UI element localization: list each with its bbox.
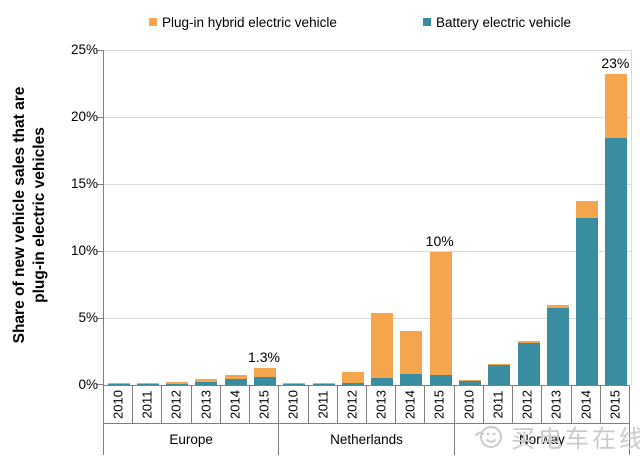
- bar-phev-netherlands-2011: [312, 382, 335, 384]
- bar-phev-europe-2015: [254, 367, 277, 377]
- bar-phev-europe-2013: [195, 378, 218, 382]
- bar-phev-netherlands-2015: [429, 252, 452, 375]
- bar-bev-netherlands-2013: [371, 377, 394, 385]
- year-label-norway-2011: 2011: [482, 386, 512, 423]
- year-group-norway: 2010 2011 2012 2013 2014 2015: [453, 386, 630, 423]
- y-axis-title: Share of new vehicle sales that are plug…: [10, 35, 54, 395]
- year-label-europe-2013: 2013: [190, 386, 220, 423]
- bar-bev-norway-2012: [517, 343, 540, 385]
- bar-phev-europe-2010: [107, 383, 130, 384]
- year-label-netherlands-2013: 2013: [365, 386, 395, 423]
- bar-phev-norway-2011: [488, 363, 511, 365]
- y-tick-label-5%: 5%: [78, 310, 98, 325]
- year-group-netherlands: 2010 2011 2012 2013 2014 2015: [278, 386, 453, 423]
- legend-item-phev: Plug-in hybrid electric vehicle: [149, 15, 337, 30]
- year-label-europe-2014: 2014: [219, 386, 249, 423]
- year-label-netherlands-2012: 2012: [336, 386, 366, 423]
- bar-bev-europe-2015: [254, 376, 277, 385]
- group-label-europe: Europe: [103, 424, 278, 455]
- legend-label-phev: Plug-in hybrid electric vehicle: [162, 15, 337, 30]
- bar-bev-norway-2014: [576, 217, 599, 385]
- bar-bev-europe-2010: [107, 384, 130, 385]
- year-label-norway-2012: 2012: [512, 386, 541, 423]
- y-tick-label-25%: 25%: [70, 42, 98, 57]
- data-label-norway-2015: 23%: [601, 55, 630, 72]
- y-axis-title-line2: plug-in electric vehicles: [31, 127, 49, 303]
- gridline-15%: [104, 184, 631, 185]
- bar-phev-europe-2014: [224, 374, 247, 379]
- year-label-norway-2015: 2015: [599, 386, 629, 423]
- bar-bev-netherlands-2011: [312, 384, 335, 385]
- y-tick-label-10%: 10%: [70, 243, 98, 258]
- y-tick-label-20%: 20%: [70, 109, 98, 124]
- bev-swatch-icon: [423, 17, 431, 26]
- y-tick-20%: [97, 117, 104, 118]
- bar-bev-norway-2013: [546, 307, 569, 385]
- bar-phev-europe-2011: [136, 383, 159, 384]
- gridline-10%: [104, 251, 631, 252]
- y-axis-title-line1: Share of new vehicle sales that are: [11, 86, 28, 344]
- bar-bev-norway-2011: [488, 364, 511, 385]
- bar-phev-netherlands-2013: [371, 312, 394, 378]
- bar-phev-netherlands-2010: [283, 383, 306, 384]
- y-tick-label-15%: 15%: [70, 176, 98, 191]
- bar-bev-norway-2010: [458, 380, 481, 385]
- bar-phev-europe-2012: [166, 382, 189, 384]
- gridline-5%: [104, 318, 631, 319]
- year-group-europe: 2010 2011 2012 2013 2014 2015: [103, 386, 278, 423]
- bar-phev-netherlands-2012: [341, 372, 364, 383]
- y-tick-5%: [97, 318, 104, 319]
- y-tick-label-0%: 0%: [78, 377, 98, 392]
- y-tick-15%: [97, 184, 104, 185]
- data-label-europe-2015: 1.3%: [248, 348, 280, 365]
- bar-phev-norway-2010: [458, 379, 481, 381]
- bar-bev-europe-2014: [224, 378, 247, 385]
- bar-bev-europe-2012: [166, 383, 189, 385]
- bar-bev-europe-2013: [195, 381, 218, 385]
- x-axis-year-row: 2010 2011 2012 2013 2014 2015 2010 2011 2012 2013…: [103, 385, 630, 424]
- y-tick-25%: [97, 50, 104, 51]
- bar-phev-norway-2014: [576, 201, 599, 218]
- bar-bev-netherlands-2015: [429, 374, 452, 385]
- bar-bev-netherlands-2010: [283, 384, 306, 385]
- year-label-europe-2012: 2012: [161, 386, 190, 423]
- group-label-norway: Norway: [453, 424, 630, 455]
- y-tick-0%: [97, 384, 104, 385]
- bar-bev-europe-2011: [136, 384, 159, 385]
- bar-bev-netherlands-2014: [400, 374, 423, 385]
- year-label-netherlands-2011: 2011: [307, 386, 337, 423]
- year-label-norway-2013: 2013: [541, 386, 570, 423]
- year-label-netherlands-2014: 2014: [395, 386, 424, 423]
- x-axis-group-row: Europe Netherlands Norway: [103, 424, 630, 455]
- bar-bev-norway-2015: [605, 138, 628, 385]
- legend-label-bev: Battery electric vehicle: [436, 15, 572, 30]
- gridline-20%: [104, 117, 631, 118]
- gridline-25%: [104, 50, 631, 51]
- data-label-netherlands-2015: 10%: [425, 233, 454, 250]
- year-label-norway-2014: 2014: [570, 386, 600, 423]
- year-label-netherlands-2015: 2015: [424, 386, 453, 423]
- plot-area: [97, 50, 632, 385]
- y-tick-10%: [97, 251, 104, 252]
- year-label-europe-2015: 2015: [249, 386, 278, 423]
- year-label-text: 2015: [607, 390, 623, 419]
- year-label-netherlands-2010: 2010: [279, 386, 307, 423]
- bar-bev-netherlands-2012: [341, 383, 364, 385]
- phev-swatch-icon: [149, 17, 157, 26]
- bar-phev-norway-2012: [517, 340, 540, 344]
- legend-item-bev: Battery electric vehicle: [423, 15, 571, 30]
- bar-phev-norway-2013: [546, 305, 569, 308]
- group-label-netherlands: Netherlands: [278, 424, 453, 455]
- year-label-europe-2011: 2011: [132, 386, 161, 423]
- bar-phev-norway-2015: [605, 74, 628, 139]
- bar-phev-netherlands-2014: [400, 331, 423, 375]
